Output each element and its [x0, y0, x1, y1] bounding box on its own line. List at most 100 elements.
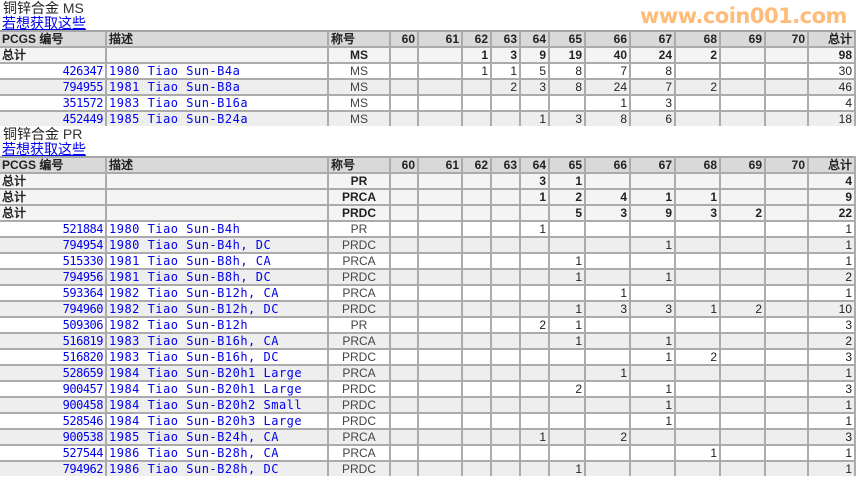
column-header[interactable]: 63 [491, 30, 521, 47]
description-link[interactable]: 1983 Tiao Sun-B16h, DC [106, 348, 329, 365]
description-link[interactable]: 1983 Tiao Sun-B16h, CA [106, 332, 329, 349]
column-header[interactable]: 总计 [808, 30, 856, 47]
description-link[interactable]: 1982 Tiao Sun-B12h [106, 316, 329, 333]
pcgs-number-link[interactable]: 900458 [0, 396, 107, 413]
column-header[interactable]: 称号 [328, 156, 391, 173]
column-header[interactable]: 67 [630, 156, 676, 173]
grade-count [520, 412, 550, 429]
column-header[interactable]: 68 [675, 30, 721, 47]
grade-count [520, 332, 550, 349]
description-link[interactable]: 1985 Tiao Sun-B24a [106, 110, 329, 126]
column-header[interactable]: 64 [520, 30, 550, 47]
column-header[interactable]: 70 [765, 30, 809, 47]
description-link[interactable]: 1982 Tiao Sun-B12h, DC [106, 300, 329, 317]
description-link[interactable]: 1981 Tiao Sun-B8h, DC [106, 268, 329, 285]
pcgs-number-link[interactable]: 528546 [0, 412, 107, 429]
pcgs-number-link[interactable]: 900457 [0, 380, 107, 397]
grade-count: 3 [585, 204, 631, 221]
column-header[interactable]: 62 [462, 30, 492, 47]
description-link[interactable]: 1981 Tiao Sun-B8h, CA [106, 252, 329, 269]
column-header[interactable]: 描述 [106, 156, 329, 173]
grade-count [765, 316, 809, 333]
grade-count [462, 172, 492, 189]
column-header[interactable]: 66 [585, 30, 631, 47]
grade-count [720, 252, 766, 269]
description-link[interactable]: 1980 Tiao Sun-B4h [106, 220, 329, 237]
description-link[interactable]: 1981 Tiao Sun-B8a [106, 78, 329, 95]
pcgs-number-link[interactable]: 794955 [0, 78, 107, 95]
table-row: 794955 1981 Tiao Sun-B8a MS 2 3 8 24 7 2 46 [0, 78, 856, 95]
pcgs-number-link[interactable]: 351572 [0, 94, 107, 111]
column-header[interactable]: PCGS 编号 [0, 30, 107, 47]
description-link[interactable]: 1986 Tiao Sun-B28h, DC [106, 460, 329, 476]
column-header[interactable]: 63 [491, 156, 521, 173]
column-header[interactable]: PCGS 编号 [0, 156, 107, 173]
column-header[interactable]: 60 [390, 30, 419, 47]
grade-count [675, 268, 721, 285]
description-link[interactable]: 1986 Tiao Sun-B28h, CA [106, 444, 329, 461]
grade-count [491, 172, 521, 189]
grade-count [418, 284, 463, 301]
pcgs-number-link[interactable]: 528659 [0, 364, 107, 381]
table-row: 452449 1985 Tiao Sun-B24a MS 1 3 8 6 18 [0, 110, 856, 126]
pcgs-number-link[interactable]: 794960 [0, 300, 107, 317]
description-link[interactable]: 1980 Tiao Sun-B4h, DC [106, 236, 329, 253]
description-link[interactable]: 1984 Tiao Sun-B20h1 Large [106, 380, 329, 397]
pcgs-number-link[interactable]: 516820 [0, 348, 107, 365]
grade-count [390, 348, 419, 365]
grade-count: 1 [585, 94, 631, 111]
grade-count: 1 [520, 188, 550, 205]
column-header[interactable]: 70 [765, 156, 809, 173]
table-row: 900457 1984 Tiao Sun-B20h1 Large PRDC 2 1 3 [0, 380, 856, 397]
pcgs-number-link[interactable]: 452449 [0, 110, 107, 126]
pcgs-number-link[interactable]: 794956 [0, 268, 107, 285]
grade-count [720, 348, 766, 365]
description-link[interactable]: 1983 Tiao Sun-B16a [106, 94, 329, 111]
pcgs-number-link[interactable]: 794954 [0, 236, 107, 253]
column-header[interactable]: 67 [630, 30, 676, 47]
column-header[interactable]: 69 [720, 156, 766, 173]
pcgs-number-link[interactable]: 509306 [0, 316, 107, 333]
column-header[interactable]: 65 [549, 30, 586, 47]
description-link[interactable]: 1980 Tiao Sun-B4a [106, 62, 329, 79]
grade-count [520, 204, 550, 221]
pcgs-number-link[interactable]: 426347 [0, 62, 107, 79]
pcgs-number-link[interactable]: 593364 [0, 284, 107, 301]
column-header[interactable]: 60 [390, 156, 419, 173]
grade-count [462, 460, 492, 476]
column-header[interactable]: 61 [418, 30, 463, 47]
pcgs-number-link[interactable]: 794962 [0, 460, 107, 476]
description-link[interactable]: 1982 Tiao Sun-B12h, CA [106, 284, 329, 301]
total-grade: PRCA [328, 188, 391, 205]
grade-count [390, 172, 419, 189]
column-header[interactable]: 描述 [106, 30, 329, 47]
column-header[interactable]: 总计 [808, 156, 856, 173]
pcgs-number-link[interactable]: 527544 [0, 444, 107, 461]
grade-count [491, 268, 521, 285]
description-link[interactable]: 1984 Tiao Sun-B20h1 Large [106, 364, 329, 381]
column-header[interactable]: 61 [418, 156, 463, 173]
description-link[interactable]: 1984 Tiao Sun-B20h2 Small [106, 396, 329, 413]
grade-count: 1 [630, 396, 676, 413]
get-these-link[interactable]: 若想获取这些 [2, 15, 86, 31]
column-header[interactable]: 66 [585, 156, 631, 173]
grade-count: 24 [585, 78, 631, 95]
pcgs-number-link[interactable]: 521884 [0, 220, 107, 237]
column-header[interactable]: 65 [549, 156, 586, 173]
pcgs-number-link[interactable]: 516819 [0, 332, 107, 349]
pcgs-number-link[interactable]: 515330 [0, 252, 107, 269]
pcgs-number-link[interactable]: 900538 [0, 428, 107, 445]
grade-count [630, 460, 676, 476]
grade-count: 1 [549, 300, 586, 317]
column-header[interactable]: 68 [675, 156, 721, 173]
column-header[interactable]: 称号 [328, 30, 391, 47]
row-total: 1 [808, 284, 856, 301]
column-header[interactable]: 69 [720, 30, 766, 47]
description-link[interactable]: 1984 Tiao Sun-B20h3 Large [106, 412, 329, 429]
get-these-link[interactable]: 若想获取这些 [2, 141, 86, 157]
description-link[interactable]: 1985 Tiao Sun-B24h, CA [106, 428, 329, 445]
column-header[interactable]: 62 [462, 156, 492, 173]
column-header[interactable]: 64 [520, 156, 550, 173]
grade-count [549, 348, 586, 365]
